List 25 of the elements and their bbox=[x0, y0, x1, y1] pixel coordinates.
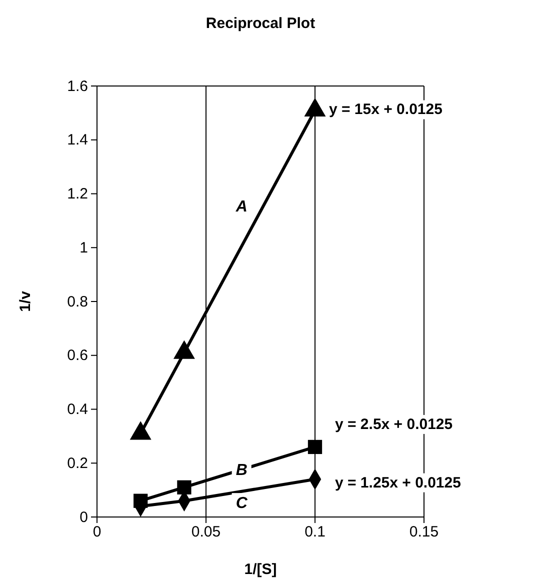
annotation: y = 1.25x + 0.0125 bbox=[335, 474, 461, 492]
x-tick-label: 0.15 bbox=[409, 524, 439, 541]
chart-title: Reciprocal Plot bbox=[206, 15, 316, 32]
y-tick-label: 1 bbox=[80, 239, 88, 256]
x-tick-label: 0.05 bbox=[191, 524, 221, 541]
y-tick-label: 0 bbox=[80, 508, 88, 526]
y-tick-label: 0.6 bbox=[67, 347, 88, 364]
x-tick-label: 0.1 bbox=[304, 524, 326, 541]
series-label: A bbox=[234, 198, 248, 216]
y-tick-label: 1.2 bbox=[67, 186, 88, 203]
x-axis-title: 1/[S] bbox=[244, 561, 277, 578]
point bbox=[177, 480, 192, 494]
point bbox=[308, 440, 322, 454]
y-tick-label: 0.8 bbox=[67, 293, 88, 310]
annotation: y = 15x + 0.0125 bbox=[329, 101, 442, 118]
y-tick-label: 0.4 bbox=[67, 401, 88, 418]
series-label: C bbox=[236, 495, 248, 512]
x-tick-label: 0 bbox=[92, 524, 102, 541]
series-label: B bbox=[236, 462, 248, 480]
y-axis-title: 1/v bbox=[17, 290, 34, 312]
y-tick-label: 0.2 bbox=[67, 454, 88, 472]
annotation: y = 2.5x + 0.0125 bbox=[335, 416, 453, 433]
y-tick-label: 1.6 bbox=[67, 78, 88, 95]
y-tick-label: 1.4 bbox=[67, 132, 88, 149]
point bbox=[304, 98, 326, 116]
